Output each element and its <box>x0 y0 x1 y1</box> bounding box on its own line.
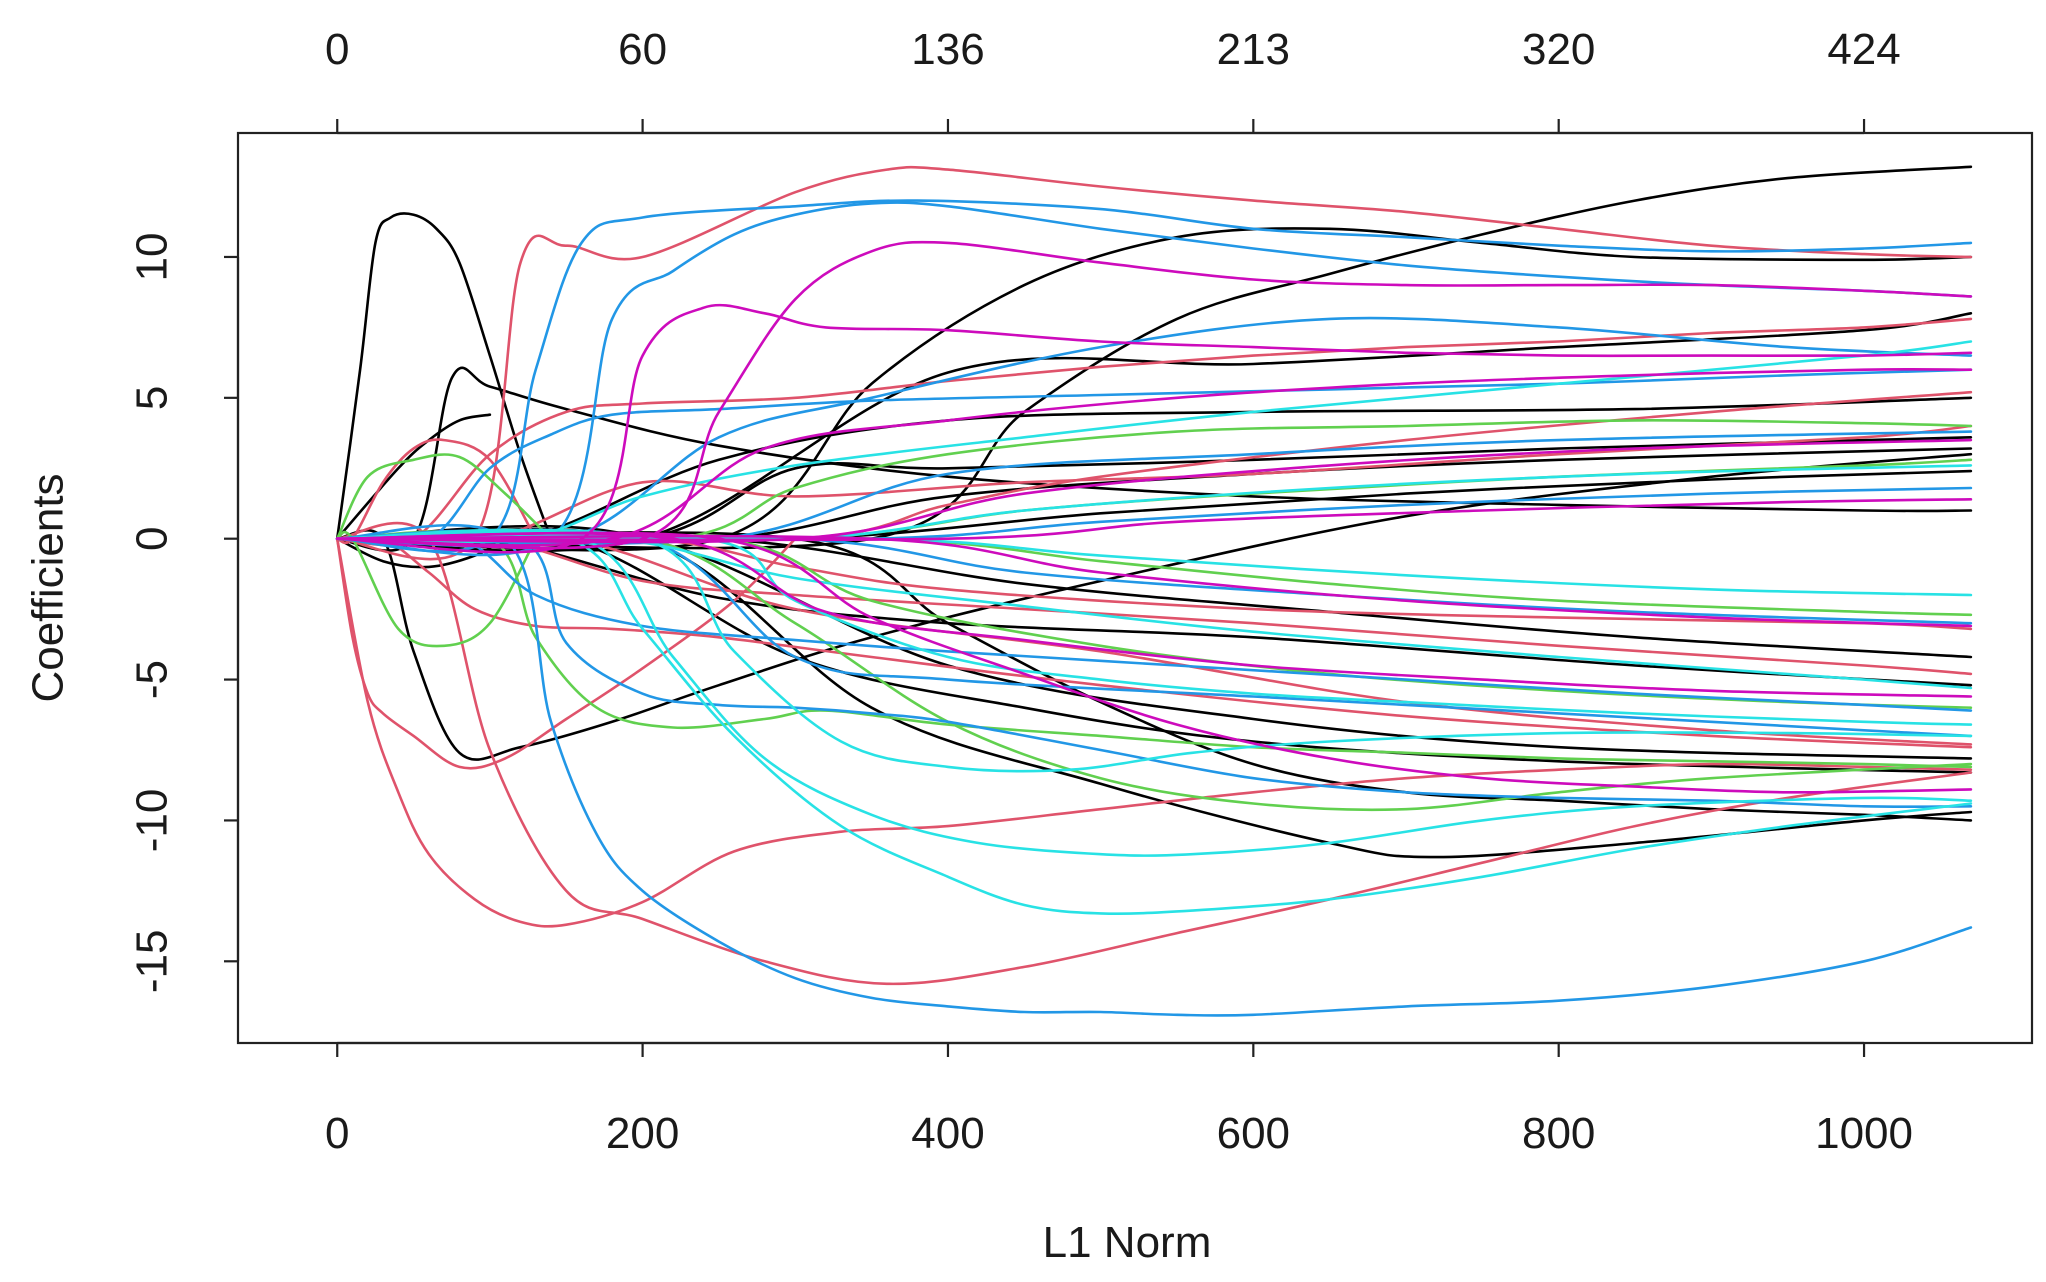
coefficient-path-24 <box>335 534 1973 749</box>
top-tick-label: 213 <box>1217 25 1290 74</box>
coefficient-path-11 <box>335 533 1973 687</box>
coefficient-path-45 <box>335 316 1973 548</box>
y-tick-label: 0 <box>128 526 177 550</box>
y-tick-label: -5 <box>128 660 177 699</box>
coefficient-path-13 <box>335 413 492 540</box>
top-tick-label: 424 <box>1827 25 1900 74</box>
coefficient-path-1 <box>335 212 553 540</box>
coefficient-path-21 <box>335 521 1973 986</box>
bottom-axis: 0 200 400 600 800 1000 <box>325 1041 1913 1158</box>
coefficient-path-44 <box>335 533 1973 712</box>
coefficient-path-39 <box>335 523 1973 1017</box>
x-tick-label: 200 <box>606 1109 679 1158</box>
coefficient-path-14 <box>335 537 507 569</box>
coefficient-path-61 <box>335 367 1973 547</box>
coefficient-path-58 <box>335 303 1973 554</box>
coefficient-path-3 <box>335 452 1973 761</box>
coefficient-path-51 <box>335 528 1973 857</box>
coefficient-path-33 <box>335 530 1973 769</box>
y-tick-label: -10 <box>128 789 177 853</box>
coefficient-path-16 <box>335 534 1973 659</box>
top-axis: 0 60 136 213 320 424 <box>325 25 1901 135</box>
coefficient-path-41 <box>335 201 1973 557</box>
top-tick-label: 136 <box>911 25 984 74</box>
coefficient-path-63 <box>335 438 1973 544</box>
top-tick-label: 0 <box>325 25 349 74</box>
coefficient-path-4 <box>335 165 1973 550</box>
top-tick-label: 60 <box>618 25 667 74</box>
y-axis-title: Coefficients <box>24 473 73 702</box>
x-tick-label: 600 <box>1217 1109 1290 1158</box>
x-tick-label: 400 <box>911 1109 984 1158</box>
left-axis: -15 -10 -5 0 5 10 <box>128 232 240 994</box>
coefficient-path-52 <box>335 529 1973 773</box>
coefficient-path-43 <box>335 368 1973 546</box>
coefficient-path-65 <box>335 498 1973 542</box>
coefficient-path-50 <box>335 530 1973 915</box>
y-tick-label: -15 <box>128 930 177 994</box>
y-tick-label: 5 <box>128 386 177 410</box>
coefficient-path-64 <box>335 534 1973 628</box>
coefficient-path-22 <box>335 165 1973 561</box>
x-axis-title: L1 Norm <box>1043 1218 1212 1267</box>
x-tick-label: 0 <box>325 1109 349 1158</box>
x-tick-label: 1000 <box>1815 1109 1913 1158</box>
coefficient-paths <box>335 165 1973 1017</box>
x-tick-label: 800 <box>1522 1109 1595 1158</box>
coefficient-path-2 <box>335 366 1973 552</box>
coefficient-path-42 <box>335 529 1973 809</box>
plot-frame <box>236 131 2034 1045</box>
y-tick-label: 10 <box>128 232 177 281</box>
coefficient-path-5 <box>335 227 1973 552</box>
coefficient-path-40 <box>335 199 1973 553</box>
coefficient-path-54 <box>335 340 1973 544</box>
coefficient-path-59 <box>335 240 1973 550</box>
coefficient-path-25 <box>335 317 1973 547</box>
coefficient-path-20 <box>335 537 1973 928</box>
top-tick-label: 320 <box>1522 25 1595 74</box>
